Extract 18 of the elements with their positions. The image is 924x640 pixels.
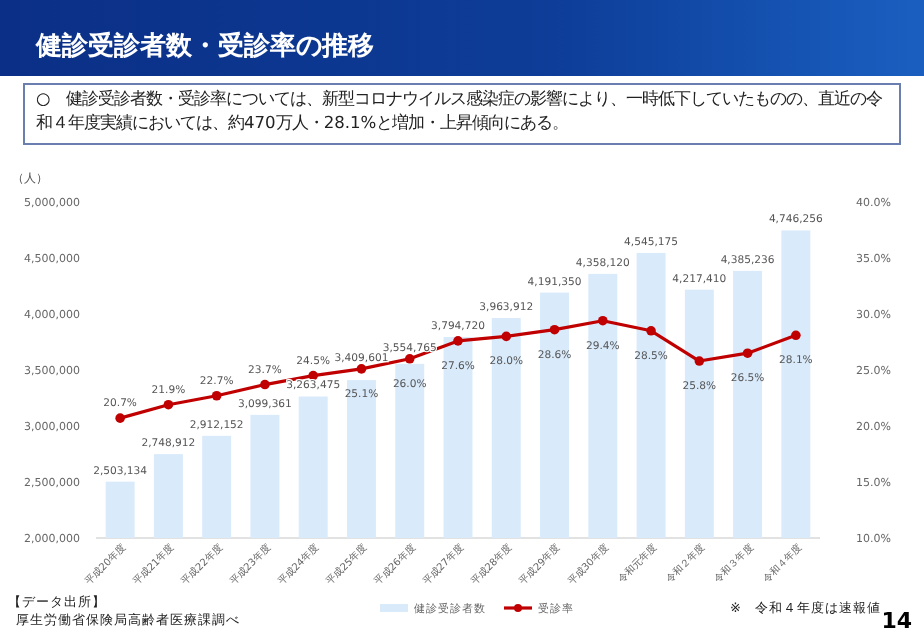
point xyxy=(646,326,656,336)
point xyxy=(260,379,270,390)
point xyxy=(501,331,512,342)
point xyxy=(211,390,222,401)
point xyxy=(115,413,125,423)
point xyxy=(791,330,801,341)
point xyxy=(453,336,463,346)
point xyxy=(308,370,318,381)
point xyxy=(598,315,608,326)
point xyxy=(163,399,174,410)
chart-title: 健診受診者数・受診率の推移 xyxy=(34,30,374,62)
point xyxy=(549,324,560,335)
text: 14 xyxy=(881,608,913,634)
point xyxy=(742,348,753,358)
chart-subtitle: ○ 健診受診者数・受診率については、新型コロナウイルス感染症の影響により、一時低下していたものの、直近の令和４年度実績においては、約470万人・28.1%と増加・上昇傾向にある。 xyxy=(34,86,885,134)
point xyxy=(404,354,415,364)
point xyxy=(356,364,367,374)
point xyxy=(694,356,705,366)
